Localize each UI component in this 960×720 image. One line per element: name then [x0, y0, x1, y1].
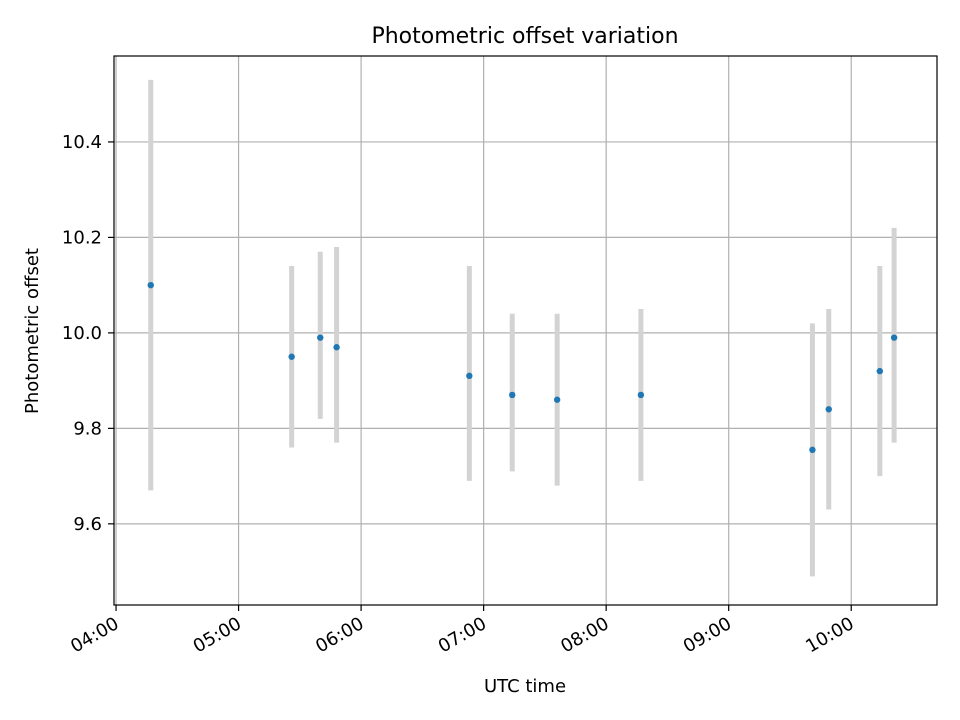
data-point [825, 406, 832, 413]
grid-lines [114, 56, 937, 605]
plot-frame [113, 55, 938, 606]
data-point [466, 372, 473, 380]
data-point [147, 281, 154, 289]
y-tick-label: 10.2 [62, 227, 102, 248]
data-point [890, 334, 898, 341]
data-point [637, 391, 645, 399]
y-tick-label: 10.0 [62, 323, 102, 344]
chart-title: Photometric offset variation [371, 24, 678, 49]
data-point [288, 353, 295, 360]
y-axis-label: Photometric offset [22, 248, 43, 414]
y-tick-label: 10.4 [62, 132, 102, 153]
data-point [509, 391, 516, 399]
y-tick-label: 9.6 [73, 514, 102, 535]
data-points [147, 281, 898, 454]
data-point [333, 344, 340, 351]
data-point [317, 334, 324, 341]
data-point [553, 396, 561, 403]
y-tick-label: 9.8 [73, 418, 102, 439]
data-point [876, 367, 884, 375]
y-axis-ticks: 9.6 9.8 10.0 10.2 10.4 [62, 132, 114, 535]
data-point [809, 446, 816, 454]
x-axis-label: UTC time [484, 676, 566, 697]
